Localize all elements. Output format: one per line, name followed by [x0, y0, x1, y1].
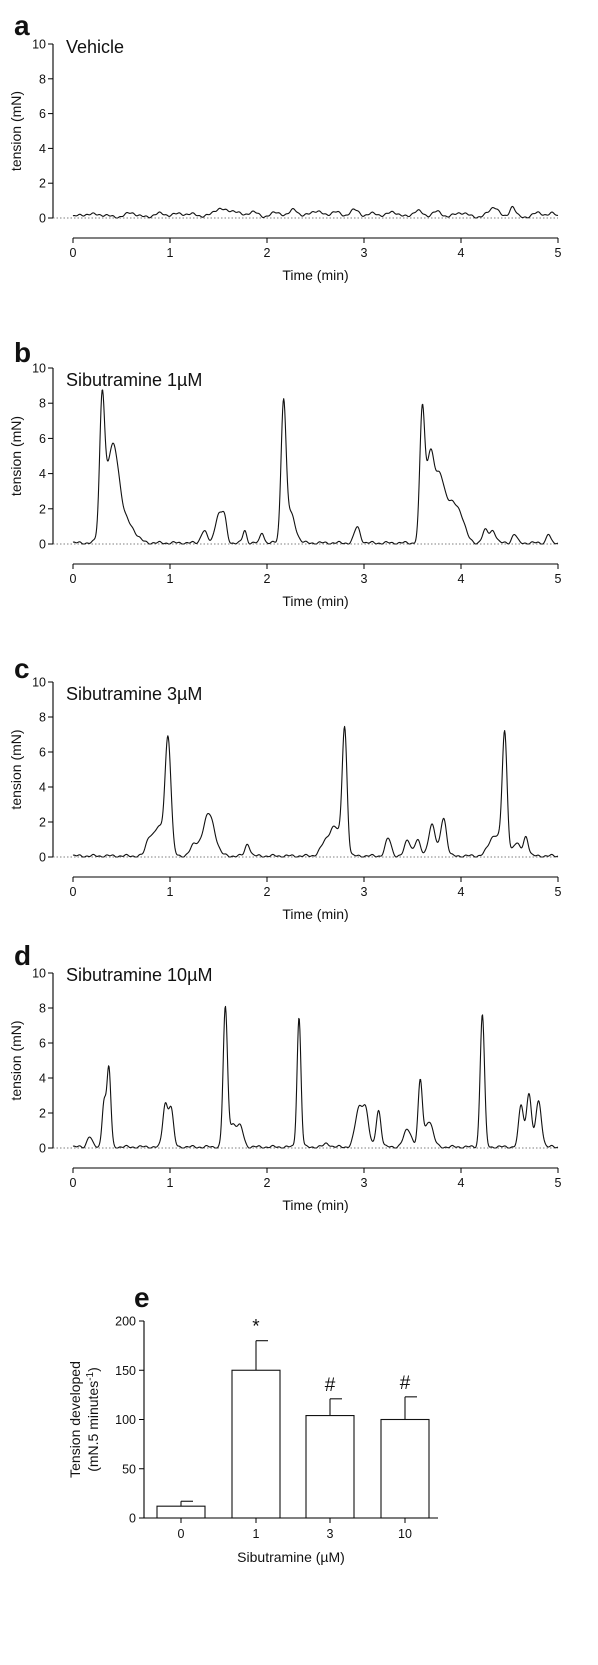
y-axis-label-line1: Tension developed [67, 1361, 83, 1478]
y-axis-label-line2: (mN.5 minutes-1) [85, 1367, 102, 1472]
significance-marker: # [325, 1375, 336, 1396]
y-tick-label: 0 [39, 212, 46, 226]
x-axis-label: Time (min) [282, 906, 348, 922]
tension-trace [72, 389, 559, 545]
y-tick-label: 2 [39, 816, 46, 830]
y-tick-label: 4 [39, 1072, 46, 1086]
x-tick-label: 0 [70, 1176, 77, 1190]
y-tick-label: 0 [39, 851, 46, 865]
y-tick-label: 2 [39, 1107, 46, 1121]
panel-d: d Sibutramine 10µM 0 2 4 6 8 10 tension (mN) 0 1 2 3… [8, 940, 562, 1213]
panel-letter: b [14, 337, 31, 368]
panel-letter: a [14, 10, 30, 41]
y-label-superscript: -1 [85, 1371, 96, 1380]
x-tick-label: 0 [70, 246, 77, 260]
y-tick-label: 2 [39, 502, 46, 516]
y-tick-label: 4 [39, 467, 46, 481]
bar [305, 1415, 355, 1519]
x-tick-label: 2 [264, 246, 271, 260]
tension-trace [72, 205, 559, 219]
y-tick-label: 10 [32, 967, 46, 981]
y-label-end: ) [85, 1367, 101, 1372]
panel-letter: c [14, 653, 30, 684]
y-tick-label: 6 [39, 107, 46, 121]
x-tick-label: 5 [555, 572, 562, 586]
x-axis-label: Time (min) [282, 593, 348, 609]
condition-label: Sibutramine 3µM [66, 684, 202, 704]
panel-c: c Sibutramine 3µM 0 2 4 6 8 10 tension (mN) 0 1 2 3 4… [8, 653, 562, 922]
y-label-main: (mN.5 minutes [85, 1381, 101, 1472]
x-tick-label: 5 [555, 1176, 562, 1190]
tension-trace [72, 1005, 559, 1149]
x-tick-label: 3 [361, 572, 368, 586]
tension-trace [72, 725, 559, 858]
x-tick-label: 0 [178, 1527, 185, 1541]
x-tick-label: 2 [264, 885, 271, 899]
y-tick-label: 4 [39, 142, 46, 156]
x-tick-label: 2 [264, 1176, 271, 1190]
y-axis-label: tension (mN) [8, 91, 24, 171]
y-tick-label: 100 [115, 1413, 136, 1427]
x-tick-label: 1 [167, 572, 174, 586]
x-tick-label: 4 [458, 885, 465, 899]
x-tick-label: 3 [361, 246, 368, 260]
condition-label: Sibutramine 10µM [66, 965, 212, 985]
y-tick-label: 0 [39, 1142, 46, 1156]
x-tick-label: 4 [458, 246, 465, 260]
x-tick-label: 1 [167, 885, 174, 899]
y-axis-label: Tension developed (mN.5 minutes-1) [67, 1361, 101, 1478]
x-tick-label: 4 [458, 1176, 465, 1190]
x-axis-label: Sibutramine (µM) [237, 1549, 345, 1565]
y-tick-label: 8 [39, 711, 46, 725]
y-tick-label: 4 [39, 781, 46, 795]
x-tick-label: 5 [555, 885, 562, 899]
significance-marker: # [400, 1373, 411, 1394]
y-tick-label: 10 [32, 676, 46, 690]
condition-label: Vehicle [66, 37, 124, 57]
y-tick-label: 2 [39, 177, 46, 191]
x-tick-label: 3 [361, 1176, 368, 1190]
y-tick-label: 10 [32, 38, 46, 52]
x-tick-label: 4 [458, 572, 465, 586]
x-axis-label: Time (min) [282, 267, 348, 283]
x-tick-label: 3 [327, 1527, 334, 1541]
panel-b: b Sibutramine 1µM 0 2 4 6 8 10 tension (mN) 0 1 2 3 4… [8, 337, 562, 609]
x-tick-label: 1 [167, 246, 174, 260]
significance-marker: * [252, 1317, 260, 1338]
panel-letter: e [134, 1282, 150, 1313]
x-tick-label: 3 [361, 885, 368, 899]
x-tick-label: 0 [70, 885, 77, 899]
y-tick-label: 6 [39, 432, 46, 446]
x-tick-label: 10 [398, 1527, 412, 1541]
y-tick-label: 200 [115, 1315, 136, 1329]
y-tick-label: 0 [39, 538, 46, 552]
y-tick-label: 50 [122, 1462, 136, 1476]
y-axis-label: tension (mN) [8, 1020, 24, 1100]
x-tick-label: 0 [70, 572, 77, 586]
y-tick-label: 8 [39, 397, 46, 411]
condition-label: Sibutramine 1µM [66, 370, 202, 390]
y-axis-label: tension (mN) [8, 416, 24, 496]
bar [380, 1418, 430, 1519]
y-tick-label: 8 [39, 1002, 46, 1016]
bar [156, 1505, 206, 1519]
y-tick-label: 8 [39, 72, 46, 86]
panel-letter: d [14, 940, 31, 971]
y-tick-label: 150 [115, 1364, 136, 1378]
x-axis-label: Time (min) [282, 1197, 348, 1213]
y-tick-label: 6 [39, 1037, 46, 1051]
y-axis-label: tension (mN) [8, 729, 24, 809]
panel-a: a Vehicle 0 2 4 6 8 10 tension (mN) 0 1 2 3 4 5 Time (m… [8, 10, 562, 283]
x-tick-label: 2 [264, 572, 271, 586]
y-tick-label: 10 [32, 362, 46, 376]
x-tick-label: 1 [253, 1527, 260, 1541]
bar [231, 1369, 281, 1519]
y-tick-label: 0 [129, 1512, 136, 1526]
y-tick-label: 6 [39, 746, 46, 760]
x-tick-label: 1 [167, 1176, 174, 1190]
x-tick-label: 5 [555, 246, 562, 260]
